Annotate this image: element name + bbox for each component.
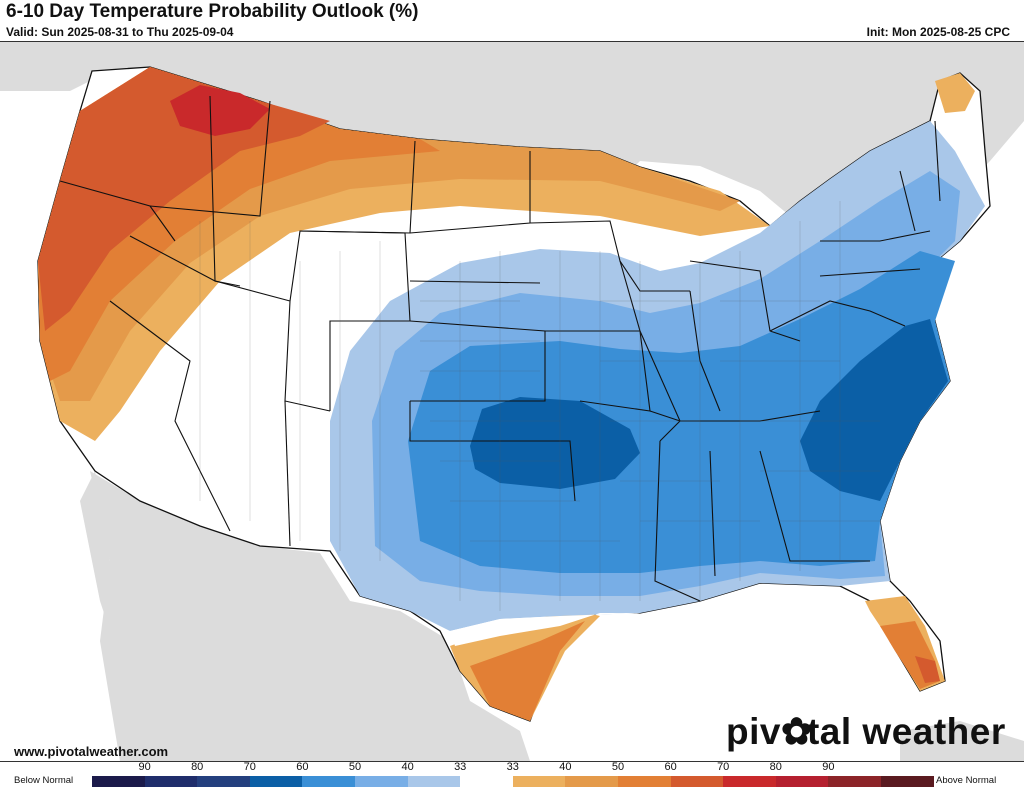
brand-suffix: tal weather [806, 711, 1006, 752]
legend-swatch [407, 776, 461, 787]
below-60-plains [470, 397, 640, 489]
legend-swatch [828, 776, 881, 787]
map-canvas [0, 42, 1024, 761]
legend-value: 33 [506, 761, 519, 773]
baja-land [80, 471, 190, 761]
legend-swatch [302, 776, 355, 787]
below-50 [408, 251, 955, 573]
brand-prefix: piv [726, 711, 781, 752]
legend-swatch [355, 776, 408, 787]
legend-swatch [618, 776, 671, 787]
legend-swatch [512, 776, 566, 787]
legend-value: 40 [401, 761, 414, 773]
legend-below-label: Below Normal [14, 775, 74, 786]
above-50-fl [915, 656, 940, 683]
cuba-land [900, 721, 1024, 761]
above-33-ne [935, 73, 975, 113]
header: 6-10 Day Temperature Probability Outlook… [0, 0, 1024, 41]
legend-value: 70 [717, 761, 730, 773]
legend-swatch [565, 776, 618, 787]
website-credit: www.pivotalweather.com [14, 744, 169, 759]
legend-swatch [775, 776, 829, 787]
legend-value: 90 [138, 761, 151, 773]
legend-value: 50 [348, 761, 362, 773]
legend-value: 80 [769, 761, 782, 773]
legend-swatch [92, 776, 145, 787]
legend-value: 50 [611, 761, 625, 773]
above-40-tx [470, 621, 585, 721]
mexico-land [90, 471, 530, 761]
canada-land [0, 42, 1024, 233]
below-60-east [800, 319, 948, 501]
outlook-map [0, 41, 1024, 762]
above-60-west [38, 67, 330, 331]
county-texture [199, 201, 880, 611]
legend-value: 70 [243, 761, 256, 773]
init-time: Init: Mon 2025-08-25 CPC [866, 25, 1010, 39]
legend-swatch [144, 776, 198, 787]
white-band-tx [450, 613, 640, 646]
legend-swatch [249, 776, 303, 787]
legend-swatch [197, 776, 250, 787]
legend-swatch [723, 776, 776, 787]
legend-swatch [881, 776, 934, 787]
legend-value: 33 [454, 761, 467, 773]
color-legend: Below Normal Above Normal 90 80 70 60 50 40 33… [0, 761, 1024, 791]
above-70-nw [170, 85, 270, 136]
legend-swatch [670, 776, 724, 787]
legend-value: 80 [191, 761, 204, 773]
legend-value: 40 [559, 761, 572, 773]
gear-icon: ✿ [780, 711, 813, 752]
brand-logo: piv✿tal weather [726, 710, 1006, 753]
legend-value: 60 [296, 761, 309, 773]
legend-value: 90 [822, 761, 835, 773]
legend-above-label: Above Normal [936, 775, 997, 786]
legend-swatch [460, 776, 513, 787]
map-title: 6-10 Day Temperature Probability Outlook… [6, 1, 419, 22]
legend-value: 60 [664, 761, 677, 773]
valid-period: Valid: Sun 2025-08-31 to Thu 2025-09-04 [6, 25, 234, 39]
